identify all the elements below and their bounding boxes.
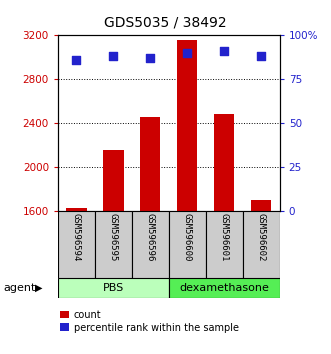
Bar bbox=[251, 200, 271, 211]
Text: GSM596600: GSM596600 bbox=[183, 213, 192, 261]
Bar bbox=[206, 211, 243, 278]
Bar bbox=[140, 117, 161, 211]
Legend: count, percentile rank within the sample: count, percentile rank within the sample bbox=[56, 306, 243, 336]
Text: dexamethasone: dexamethasone bbox=[179, 283, 269, 293]
Point bbox=[185, 50, 190, 56]
Point bbox=[74, 57, 79, 63]
Bar bbox=[58, 278, 169, 298]
Text: GSM596596: GSM596596 bbox=[146, 213, 155, 261]
Bar bbox=[132, 211, 169, 278]
Point bbox=[259, 53, 264, 59]
Bar bbox=[103, 150, 123, 211]
Point bbox=[148, 55, 153, 61]
Bar bbox=[177, 40, 198, 211]
Text: GSM596602: GSM596602 bbox=[257, 213, 266, 261]
Bar bbox=[243, 211, 280, 278]
Point bbox=[221, 48, 227, 54]
Text: GSM596594: GSM596594 bbox=[72, 213, 81, 261]
Bar bbox=[214, 114, 234, 211]
Bar bbox=[66, 209, 87, 211]
Text: agent: agent bbox=[3, 283, 36, 293]
Text: GSM596601: GSM596601 bbox=[220, 213, 229, 261]
Text: ▶: ▶ bbox=[35, 283, 42, 293]
Text: PBS: PBS bbox=[103, 283, 124, 293]
Text: GDS5035 / 38492: GDS5035 / 38492 bbox=[104, 16, 227, 30]
Point bbox=[111, 53, 116, 59]
Bar bbox=[169, 278, 280, 298]
Bar bbox=[95, 211, 132, 278]
Bar bbox=[169, 211, 206, 278]
Bar bbox=[58, 211, 95, 278]
Text: GSM596595: GSM596595 bbox=[109, 213, 118, 261]
